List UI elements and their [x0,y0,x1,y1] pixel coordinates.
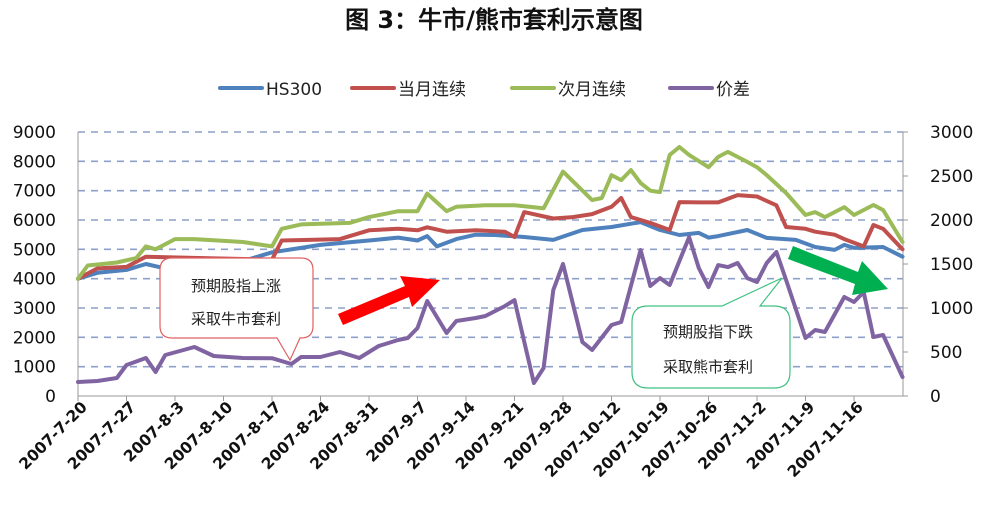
y-left-tick-label: 3000 [13,299,56,319]
y-left-tick-label: 2000 [13,328,56,348]
red-up-arrow [338,276,440,325]
legend: HS300 当月连续 次月连续 价差 [220,80,750,100]
y-left-tick-label: 8000 [13,152,56,172]
bull-callout: 预期股指上涨 采取牛市套利 [160,258,440,360]
y-right-tick-label: 3000 [930,123,973,143]
y-right-tick-label: 1500 [930,255,973,275]
y-left-tick-label: 1000 [13,358,56,378]
bear-callout-line-1: 预期股指下跌 [663,323,753,341]
bull-callout-box [160,258,313,360]
y-left-tick-label: 4000 [13,270,56,290]
green-down-arrow [788,246,888,295]
bull-callout-line-1: 预期股指上涨 [191,277,281,295]
legend-label: 价差 [716,80,750,100]
y-right-tick-label: 0 [930,387,941,407]
y-right-tick-label: 2500 [930,167,973,187]
y-right-tick-label: 1000 [930,299,973,319]
y-right-tick-label: 2000 [930,211,973,231]
chart-title: 图 3：牛市/熊市套利示意图 [345,6,643,34]
legend-label: 当月连续 [398,80,466,100]
y-left-tick-label: 6000 [13,211,56,231]
y-left-tick-label: 7000 [13,182,56,202]
y-left-tick-label: 0 [45,387,56,407]
bear-callout-line-2: 采取熊市套利 [663,358,753,376]
bull-callout-line-2: 采取牛市套利 [191,310,281,328]
y-left-tick-label: 9000 [13,123,56,143]
legend-label: 次月连续 [558,80,626,100]
axes: 0 1000 2000 3000 4000 5000 6000 7000 8000 9000 0 50… [13,123,974,481]
y-right-tick-label: 500 [930,343,962,363]
y-left-tick-label: 5000 [13,240,56,260]
legend-label: HS300 [266,80,322,100]
